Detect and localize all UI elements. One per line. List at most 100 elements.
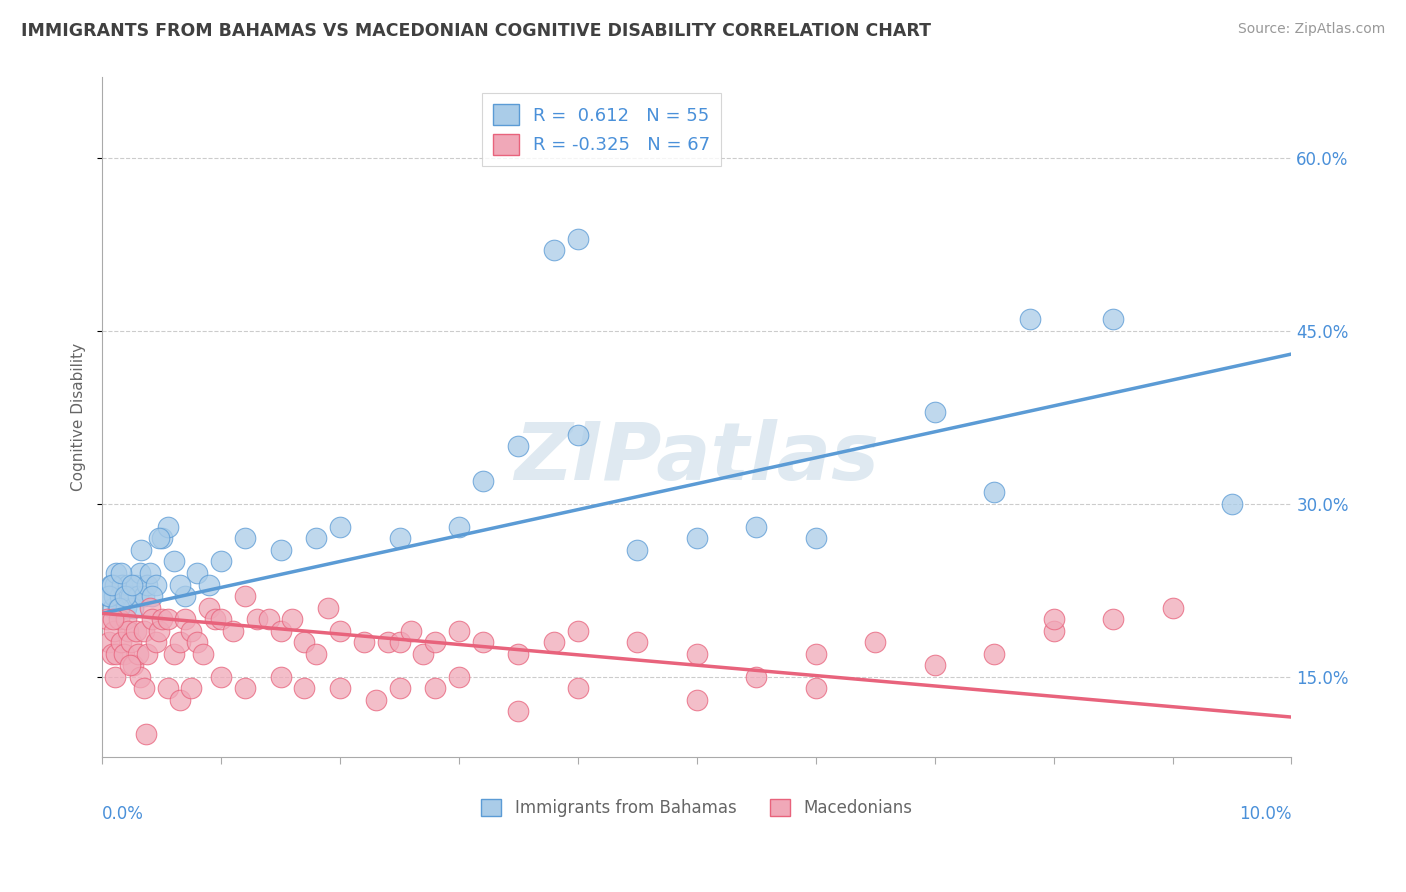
Point (1161, 600, 1184, 615)
Point (543, 635, 565, 649)
Point (114, 589, 136, 603)
Point (122, 600, 145, 615)
Point (863, 635, 886, 649)
Point (567, 681, 589, 696)
Point (686, 647, 709, 661)
Point (543, 244, 565, 258)
Point (198, 600, 221, 615)
Point (120, 589, 142, 603)
Point (103, 589, 125, 603)
Point (567, 427, 589, 442)
Point (169, 577, 191, 591)
Y-axis label: Cognitive Disability: Cognitive Disability (72, 343, 86, 491)
Point (118, 658, 141, 673)
Point (270, 543, 292, 558)
Point (804, 681, 827, 696)
Point (162, 647, 184, 661)
Point (198, 577, 221, 591)
Point (305, 647, 328, 661)
Point (156, 612, 179, 626)
Point (169, 635, 191, 649)
Point (246, 612, 269, 626)
Point (124, 624, 146, 638)
Point (156, 681, 179, 696)
Point (745, 670, 768, 684)
Point (139, 600, 162, 615)
Point (127, 589, 149, 603)
Point (292, 635, 315, 649)
Point (150, 612, 173, 626)
Point (145, 635, 167, 649)
Point (209, 612, 232, 626)
Point (471, 635, 494, 649)
Point (129, 670, 152, 684)
Point (447, 624, 470, 638)
Point (924, 405, 946, 419)
Point (745, 520, 768, 534)
Point (447, 670, 470, 684)
Point (174, 612, 197, 626)
Point (129, 566, 152, 580)
Point (132, 589, 155, 603)
Text: IMMIGRANTS FROM BAHAMAS VS MACEDONIAN COGNITIVE DISABILITY CORRELATION CHART: IMMIGRANTS FROM BAHAMAS VS MACEDONIAN CO… (21, 22, 931, 40)
Point (447, 520, 470, 534)
Point (135, 727, 157, 741)
Point (1042, 624, 1064, 638)
Point (110, 566, 132, 580)
Point (329, 681, 352, 696)
Point (377, 635, 399, 649)
Point (105, 566, 128, 580)
Point (567, 624, 589, 638)
Point (257, 612, 280, 626)
Point (96, 612, 118, 626)
Point (471, 474, 494, 488)
Point (132, 681, 155, 696)
Point (117, 624, 139, 638)
Point (388, 681, 411, 696)
Point (804, 647, 827, 661)
Point (924, 658, 946, 673)
Point (305, 532, 328, 546)
Point (270, 624, 292, 638)
Point (97, 589, 120, 603)
Point (388, 635, 411, 649)
Point (983, 647, 1005, 661)
Point (204, 612, 226, 626)
Point (156, 520, 179, 534)
Point (662, 785, 685, 799)
Point (686, 532, 709, 546)
Point (174, 589, 197, 603)
Point (121, 577, 143, 591)
Point (222, 624, 245, 638)
Point (209, 554, 232, 568)
Point (1220, 497, 1243, 511)
Point (101, 600, 124, 615)
Point (141, 589, 163, 603)
Point (100, 647, 122, 661)
Point (1042, 612, 1064, 626)
Point (117, 577, 139, 591)
Point (112, 647, 135, 661)
Point (186, 566, 208, 580)
Point (110, 635, 132, 649)
Point (508, 439, 530, 453)
Point (112, 589, 135, 603)
Point (141, 612, 163, 626)
Point (104, 670, 127, 684)
Point (425, 635, 447, 649)
Point (98, 589, 121, 603)
Point (148, 624, 170, 638)
Point (180, 681, 202, 696)
Point (111, 577, 134, 591)
Point (1102, 312, 1125, 326)
Point (508, 704, 530, 718)
Point (292, 681, 315, 696)
Point (1102, 612, 1125, 626)
Point (329, 520, 352, 534)
Point (148, 532, 170, 546)
Point (108, 589, 131, 603)
Point (169, 693, 191, 707)
Point (136, 647, 159, 661)
Point (626, 543, 648, 558)
Point (270, 670, 292, 684)
